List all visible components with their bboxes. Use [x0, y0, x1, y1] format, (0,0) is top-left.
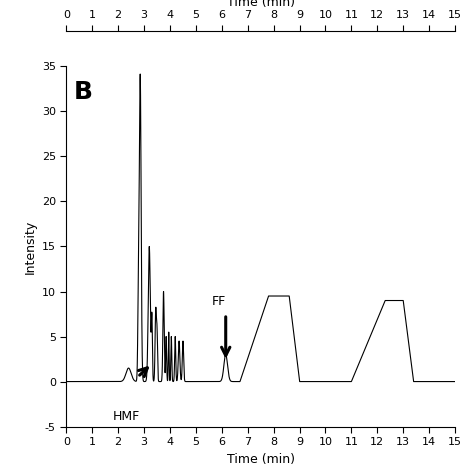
- Text: B: B: [74, 80, 93, 104]
- X-axis label: Time (min): Time (min): [227, 453, 295, 465]
- Y-axis label: Intensity: Intensity: [23, 219, 36, 273]
- Text: HMF: HMF: [113, 410, 140, 423]
- X-axis label: Time (min): Time (min): [227, 0, 295, 9]
- Text: FF: FF: [211, 295, 226, 308]
